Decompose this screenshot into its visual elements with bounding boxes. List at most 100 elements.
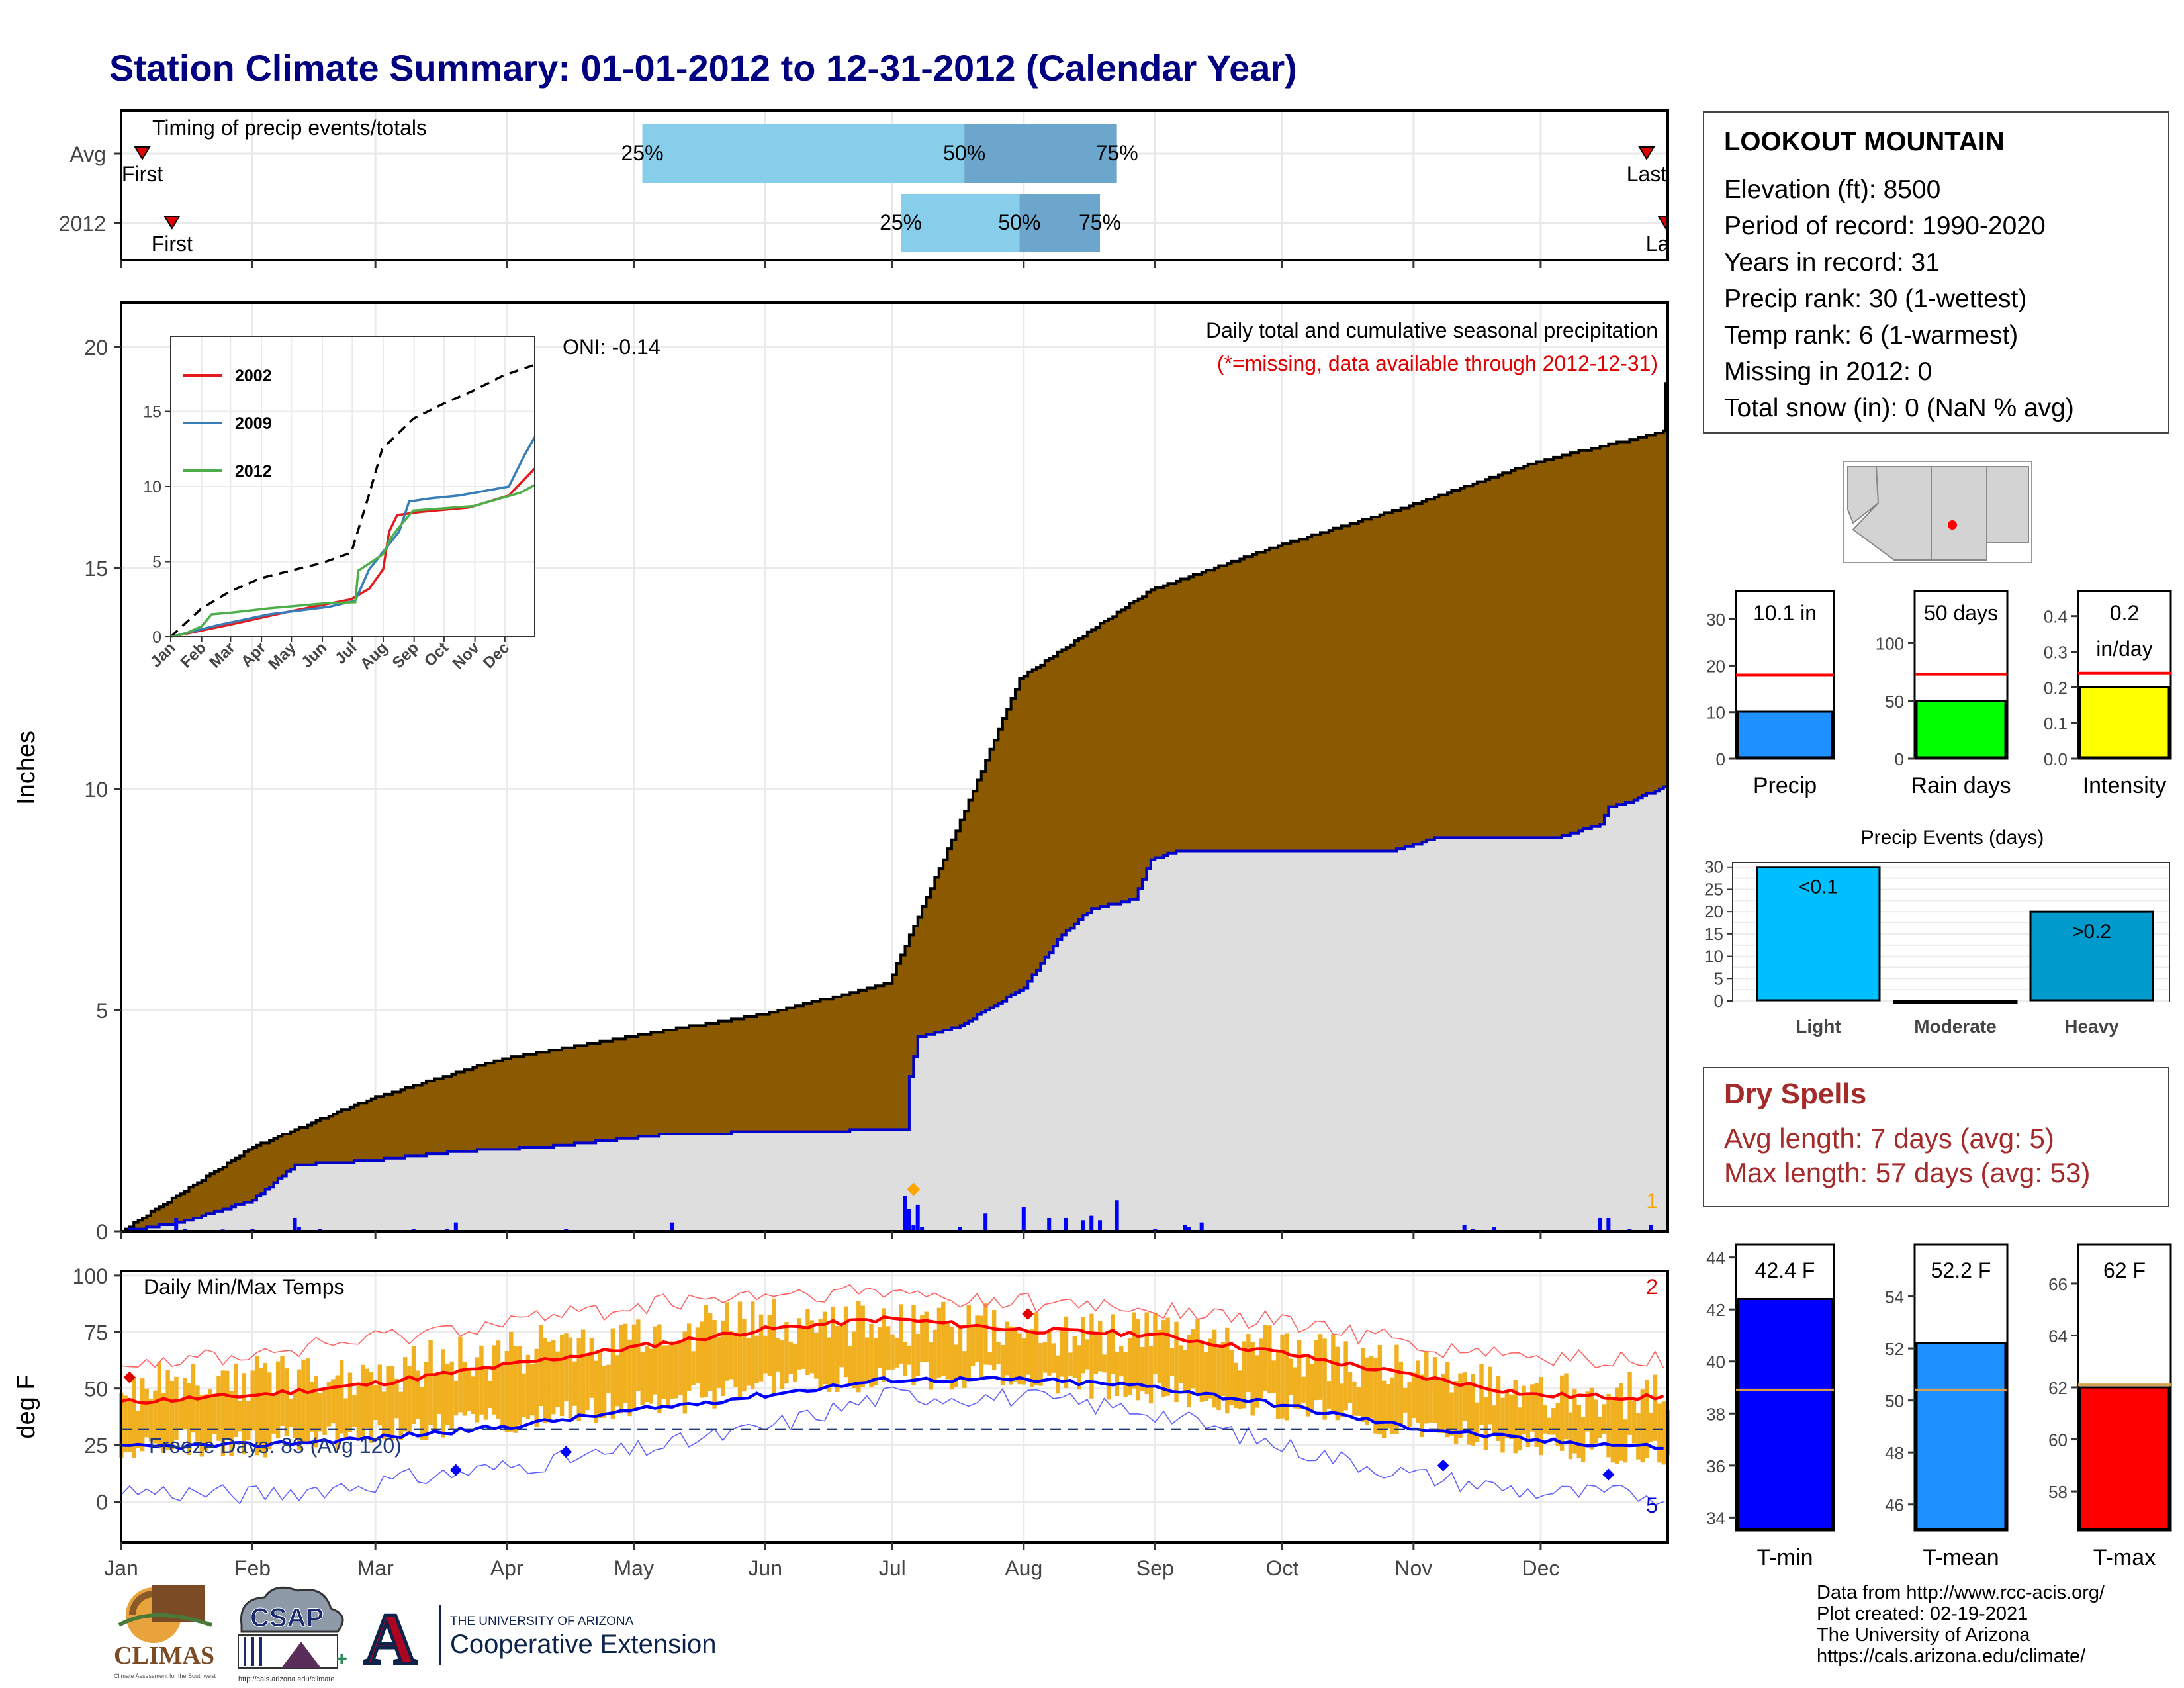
daily-temp-range-bar xyxy=(619,1325,623,1414)
daily-temp-range-bar xyxy=(776,1338,780,1372)
daily-temp-range-bar xyxy=(1140,1346,1145,1391)
csap-logo: CSAP ✚ http://cals.arizona.edu/climate xyxy=(238,1586,347,1683)
timing-first-marker-icon xyxy=(163,216,181,230)
daily-temp-range-bar xyxy=(525,1354,531,1420)
daily-temp-range-bar xyxy=(1013,1327,1018,1382)
daily-temp-range-bar xyxy=(187,1383,191,1456)
daily-temp-range-bar xyxy=(606,1364,611,1393)
record-high-marker-icon xyxy=(1022,1307,1034,1320)
temp-y-tick-label: 50 xyxy=(84,1378,108,1401)
university-of-arizona-logo: A THE UNIVERSITY OF ARIZONA Cooperative … xyxy=(363,1597,717,1681)
daily-temp-range-bar xyxy=(1216,1348,1221,1411)
daily-temp-range-bar xyxy=(882,1308,886,1382)
daily-temp-range-bar xyxy=(746,1338,751,1386)
cumulative-2012-area xyxy=(121,784,1668,1231)
temp-summary-t-mean-y-tick-label: 46 xyxy=(1885,1495,1904,1515)
daily-temp-range-bar xyxy=(1042,1342,1048,1373)
precip-summary-intensity-value-label2: in/day xyxy=(2096,637,2152,661)
daily-temp-range-bar xyxy=(339,1360,344,1434)
precip-summary-intensity-bar xyxy=(2079,686,2170,759)
daily-temp-range-bar xyxy=(153,1390,158,1444)
map-state-west xyxy=(1847,466,1880,524)
daily-temp-range-bar xyxy=(873,1337,878,1386)
daily-temp-range-bar xyxy=(204,1394,208,1451)
daily-temp-range-bar xyxy=(1038,1342,1043,1386)
temp-summary-t-max-y-tick-label: 64 xyxy=(2048,1326,2068,1346)
daily-temp-range-bar xyxy=(1649,1412,1653,1443)
month-axis-label: Apr xyxy=(490,1556,523,1580)
timing-bar-25-50 xyxy=(901,194,1020,252)
daily-temp-range-bar xyxy=(869,1323,874,1387)
footer-url: https://cals.arizona.edu/climate/ xyxy=(1817,1646,2086,1667)
precip-summary-intensity-y-tick-label: 0.2 xyxy=(2044,678,2068,698)
daily-temp-range-bar xyxy=(360,1364,365,1437)
daily-temp-range-bar xyxy=(1242,1341,1247,1409)
daily-temp-range-bar xyxy=(793,1343,797,1382)
station-snow: Total snow (in): 0 (NaN % avg) xyxy=(1724,394,2074,422)
daily-precip-bar xyxy=(453,1222,458,1231)
daily-temp-range-bar xyxy=(543,1338,547,1424)
daily-temp-range-bar xyxy=(1390,1377,1395,1434)
daily-temp-range-bar xyxy=(1458,1373,1463,1438)
daily-temp-range-bar xyxy=(1026,1332,1030,1375)
daily-temp-range-bar xyxy=(1369,1356,1374,1419)
daily-temp-range-bar xyxy=(1072,1336,1077,1378)
daily-temp-range-bar xyxy=(1161,1320,1166,1397)
daily-temp-range-bar xyxy=(848,1346,852,1386)
record-high-marker-icon xyxy=(123,1371,136,1383)
daily-temp-range-bar xyxy=(161,1393,166,1453)
daily-temp-range-bar xyxy=(814,1333,819,1379)
daily-temp-range-bar xyxy=(695,1327,700,1383)
daily-temp-range-bar xyxy=(1275,1352,1281,1419)
daily-temp-range-bar xyxy=(970,1326,976,1366)
daily-temp-range-bar xyxy=(1034,1312,1039,1385)
timing-row-label: 2012 xyxy=(59,212,106,236)
daily-temp-range-bar xyxy=(428,1340,433,1425)
daily-temp-range-bar xyxy=(1467,1383,1471,1445)
daily-temp-range-bar xyxy=(1543,1405,1547,1434)
daily-temp-range-bar xyxy=(462,1362,467,1416)
daily-temp-range-bar xyxy=(483,1366,488,1420)
timing-row-label: Avg xyxy=(69,142,106,166)
month-axis-label: Feb xyxy=(234,1556,271,1580)
daily-temp-range-bar xyxy=(157,1362,162,1449)
daily-temp-range-bar xyxy=(1504,1392,1510,1438)
daily-temp-range-bar xyxy=(1165,1317,1170,1396)
temp-summary-t-max-y-tick-label: 58 xyxy=(2048,1482,2068,1502)
daily-temp-range-bar xyxy=(174,1376,179,1440)
daily-temp-range-bar xyxy=(165,1370,170,1450)
daily-temp-range-bar xyxy=(674,1342,679,1399)
daily-temp-range-bar xyxy=(1174,1321,1179,1403)
daily-temp-range-bar xyxy=(864,1337,870,1382)
daily-temp-range-bar xyxy=(453,1380,459,1416)
daily-temp-range-bar xyxy=(496,1340,501,1419)
daily-precip-bar xyxy=(920,1227,925,1231)
daily-temp-range-bar xyxy=(1178,1345,1183,1383)
inset-y-tick-label: 15 xyxy=(143,403,161,422)
daily-temp-range-bar xyxy=(594,1360,598,1423)
daily-temp-range-bar xyxy=(733,1335,738,1387)
daily-temp-range-bar xyxy=(1136,1318,1141,1401)
daily-temp-range-bar xyxy=(1488,1366,1492,1425)
daily-temp-range-bar xyxy=(1310,1364,1314,1413)
timing-bar-25-50 xyxy=(642,124,965,183)
daily-temp-range-bar xyxy=(271,1395,276,1434)
daily-temp-range-bar xyxy=(1089,1313,1094,1399)
daily-temp-range-bar xyxy=(1483,1397,1488,1450)
daily-temp-range-bar xyxy=(398,1391,403,1440)
daily-temp-range-bar xyxy=(1271,1360,1276,1393)
daily-temp-range-bar xyxy=(856,1301,861,1393)
dry-spells-box: Dry Spells Avg length: 7 days (avg: 5) M… xyxy=(1703,1067,2169,1207)
precip-summary-precip-y-tick-label: 30 xyxy=(1706,610,1725,630)
daily-precip-bar xyxy=(1098,1220,1103,1231)
events-category-label: Moderate xyxy=(1914,1016,1996,1037)
events-y-tick-label: 10 xyxy=(1704,947,1723,966)
daily-temp-range-bar xyxy=(987,1352,992,1365)
daily-temp-range-bar xyxy=(1606,1393,1611,1458)
daily-temp-range-bar xyxy=(1572,1388,1577,1454)
daily-temp-range-bar xyxy=(488,1380,492,1409)
precip-panel-title: Daily total and cumulative seasonal prec… xyxy=(1206,318,1658,342)
daily-temp-range-bar xyxy=(572,1361,577,1406)
daily-temp-range-bar xyxy=(1640,1389,1645,1463)
daily-temp-range-bar xyxy=(649,1348,653,1404)
